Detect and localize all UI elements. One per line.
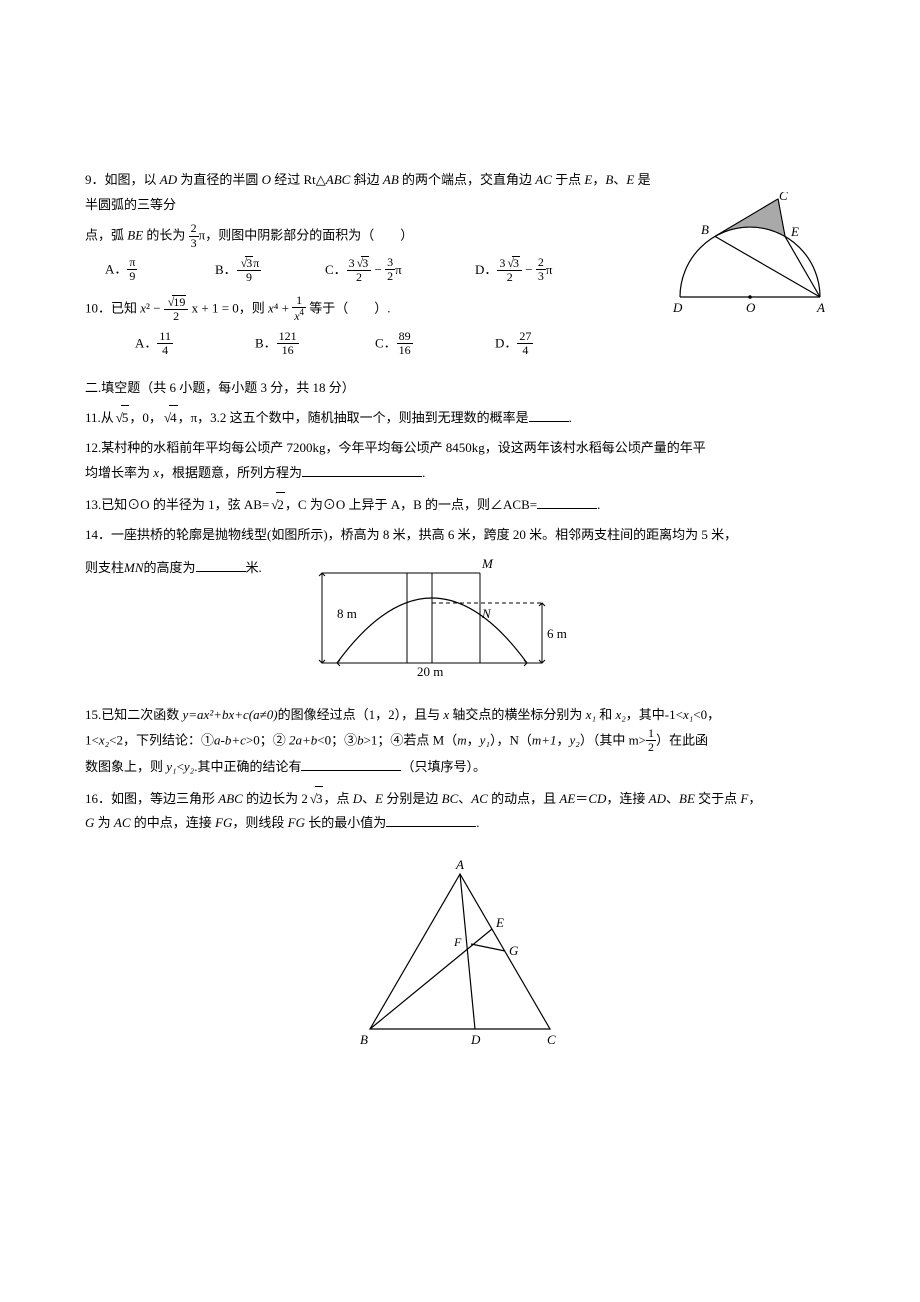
svg-text:20 m: 20 m <box>417 664 443 678</box>
svg-text:B: B <box>360 1032 368 1047</box>
svg-text:A: A <box>455 857 464 872</box>
question-15: 15.已知二次函数 y=ax²+bx+c(a≠0)的图像经过点（1，2），且与 … <box>85 703 835 780</box>
question-12: 12.某村种的水稻前年平均每公顷产 7200kg，今年平均每公顷产 8450kg… <box>85 436 835 485</box>
q16-figure: A B C D E F G <box>85 854 835 1054</box>
svg-text:E: E <box>790 224 799 239</box>
svg-text:E: E <box>495 915 504 930</box>
question-16: 16．如图，等边三角形 ABC 的边长为 23，点 D、E 分别是边 BC、AC… <box>85 786 835 836</box>
svg-text:8 m: 8 m <box>337 606 357 621</box>
q9-options: A．π9 B．3π9 C．332 − 32π D．332 − 23π <box>85 257 659 285</box>
q14-figure: 8 m 6 m 20 m M N <box>292 548 572 678</box>
svg-text:C: C <box>779 192 788 203</box>
svg-text:O: O <box>746 300 756 315</box>
question-9-line2: 点，弧 BE 的长为 23π，则图中阴影部分的面积为（ ） <box>85 223 659 250</box>
question-11: 11.从5，0，4，π，3.2 这五个数中，随机抽取一个，则抽到无理数的概率是. <box>85 405 835 431</box>
svg-text:D: D <box>672 300 683 315</box>
question-10: 10．已知 x² − 192 x + 1 = 0，则 x⁴ + 1x4 等于（ … <box>85 295 659 324</box>
q9-figure: B C E D O A <box>665 192 835 327</box>
svg-text:B: B <box>701 222 709 237</box>
question-9-line1: 9．如图，以 AD 为直径的半圆 O 经过 Rt△ABC 斜边 AB 的两个端点… <box>85 168 659 217</box>
svg-text:G: G <box>509 943 519 958</box>
q10-options: A．114 B．12116 C．8916 D．274 <box>85 331 659 358</box>
svg-text:C: C <box>547 1032 556 1047</box>
section-2-title: 二.填空题（共 6 小题，每小题 3 分，共 18 分） <box>85 376 835 401</box>
svg-text:6 m: 6 m <box>547 626 567 641</box>
svg-text:F: F <box>453 935 462 949</box>
svg-text:A: A <box>816 300 825 315</box>
question-13: 13.已知⊙O 的半径为 1，弦 AB=2，C 为⊙O 上异于 A，B 的一点，… <box>85 492 835 518</box>
svg-text:D: D <box>470 1032 481 1047</box>
svg-text:M: M <box>481 556 494 571</box>
svg-text:N: N <box>481 606 492 621</box>
question-14: 14．一座拱桥的轮廓是抛物线型(如图所示)，桥高为 8 米，拱高 6 米，跨度 … <box>85 523 835 678</box>
